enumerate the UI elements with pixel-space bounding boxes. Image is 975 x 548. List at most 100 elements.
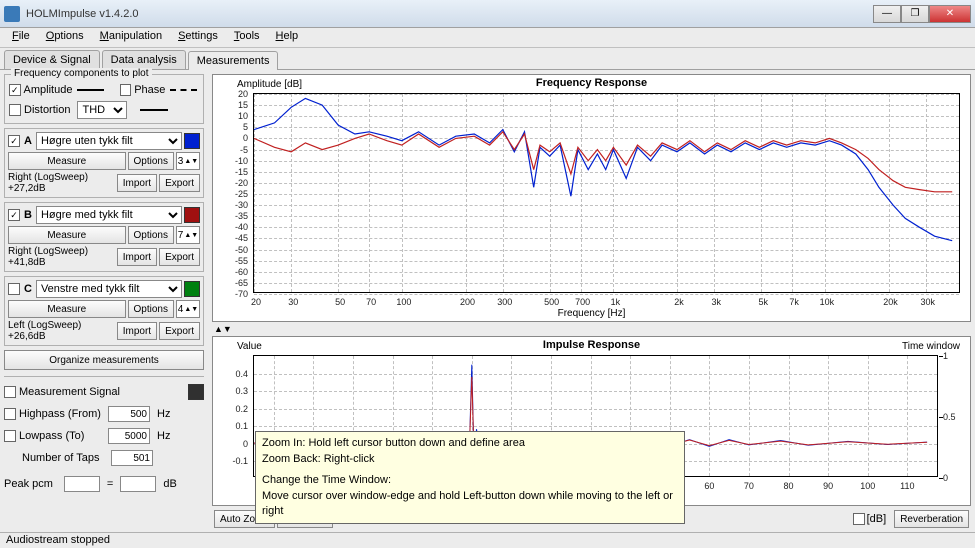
imp-ytick-right: 0.5	[943, 412, 956, 422]
freq-ytick: -25	[218, 189, 248, 199]
imp-xtick: 60	[697, 481, 721, 491]
meas-signal-checkbox[interactable]	[4, 386, 16, 398]
meas-C-info: Left (LogSweep) +26,6dB	[8, 320, 115, 342]
tab-data-analysis[interactable]: Data analysis	[102, 50, 186, 69]
freq-xtick: 7k	[782, 297, 806, 307]
meas-B-name-select[interactable]: Høgre med tykk filt	[36, 206, 182, 224]
menu-help[interactable]: Help	[268, 28, 307, 47]
right-panel: Frequency Response Amplitude [dB] -70-65…	[208, 70, 975, 532]
organize-button[interactable]: Organize measurements	[4, 350, 204, 370]
tab-measurements[interactable]: Measurements	[188, 51, 279, 70]
highpass-unit: Hz	[157, 408, 170, 420]
menu-options[interactable]: Options	[38, 28, 92, 47]
imp-ytick: 0.4	[222, 369, 248, 379]
meas-B-color[interactable]	[184, 207, 200, 223]
lowpass-checkbox[interactable]	[4, 430, 16, 442]
meas-C-measure-button[interactable]: Measure	[8, 300, 126, 318]
meas-C-options-button[interactable]: Options	[128, 300, 174, 318]
freq-ytick: -5	[218, 145, 248, 155]
measurement-b-block: BHøgre med tykk filtMeasureOptions7▲▼Rig…	[4, 202, 204, 272]
distortion-select[interactable]: THD	[77, 101, 127, 119]
phase-checkbox[interactable]	[120, 84, 132, 96]
imp-xtick: 110	[895, 481, 919, 491]
tooltip-line: Move cursor over window-edge and hold Le…	[262, 489, 678, 520]
freq-xtick: 1k	[603, 297, 627, 307]
reverberation-button[interactable]: Reverberation	[894, 510, 969, 528]
highpass-checkbox[interactable]	[4, 408, 16, 420]
peak-db-input[interactable]	[120, 476, 156, 492]
imp-chart-ylabel-right: Time window	[902, 341, 960, 352]
freq-xtick: 2k	[667, 297, 691, 307]
status-bar: Audiostream stopped	[0, 532, 975, 548]
meas-signal-color	[188, 384, 204, 400]
meas-A-export-button[interactable]: Export	[159, 174, 200, 192]
meas-A-count[interactable]: 3▲▼	[176, 152, 200, 170]
menu-file[interactable]: File	[4, 28, 38, 47]
meas-A-color[interactable]	[184, 133, 200, 149]
freq-xtick: 20	[244, 297, 268, 307]
close-button[interactable]: ✕	[929, 5, 971, 23]
imp-ytick: 0.2	[222, 404, 248, 414]
meas-C-import-button[interactable]: Import	[117, 322, 157, 340]
freq-xtick: 700	[571, 297, 595, 307]
meas-C-color[interactable]	[184, 281, 200, 297]
tooltip-line: Zoom Back: Right-click	[262, 452, 678, 467]
freq-xtick: 30	[281, 297, 305, 307]
imp-xtick: 80	[777, 481, 801, 491]
splitter-icon[interactable]: ▲▼	[214, 324, 232, 334]
meas-B-checkbox[interactable]	[8, 209, 20, 221]
meas-A-key: A	[24, 135, 32, 147]
imp-xtick: 100	[856, 481, 880, 491]
meas-B-options-button[interactable]: Options	[128, 226, 174, 244]
group-legend: Frequency components to plot	[11, 68, 152, 79]
peak-pcm-input[interactable]	[64, 476, 100, 492]
freq-ytick: -40	[218, 222, 248, 232]
meas-C-count[interactable]: 4▲▼	[176, 300, 200, 318]
freq-ytick: -60	[218, 267, 248, 277]
meas-A-checkbox[interactable]	[8, 135, 20, 147]
meas-C-export-button[interactable]: Export	[159, 322, 200, 340]
lowpass-input[interactable]	[108, 428, 150, 444]
frequency-response-chart[interactable]: Frequency Response Amplitude [dB] -70-65…	[212, 74, 971, 322]
freq-components-group: Frequency components to plot Amplitude P…	[4, 74, 204, 124]
meas-A-info: Right (LogSweep) +27,2dB	[8, 172, 115, 194]
meas-A-options-button[interactable]: Options	[128, 152, 174, 170]
db-label: [dB]	[867, 513, 887, 525]
meas-A-measure-button[interactable]: Measure	[8, 152, 126, 170]
freq-xtick: 20k	[879, 297, 903, 307]
imp-ytick: 0	[222, 439, 248, 449]
meas-C-checkbox[interactable]	[8, 283, 20, 295]
imp-xtick: 70	[737, 481, 761, 491]
imp-chart-ylabel: Value	[237, 341, 262, 352]
highpass-input[interactable]	[108, 406, 150, 422]
menu-manipulation[interactable]: Manipulation	[92, 28, 170, 47]
meas-A-name-select[interactable]: Høgre uten tykk filt	[36, 132, 182, 150]
taps-input[interactable]	[111, 450, 153, 466]
freq-ytick: -15	[218, 167, 248, 177]
minimize-button[interactable]: —	[873, 5, 901, 23]
distortion-checkbox[interactable]	[9, 104, 21, 116]
meas-B-measure-button[interactable]: Measure	[8, 226, 126, 244]
meas-A-import-button[interactable]: Import	[117, 174, 157, 192]
meas-B-import-button[interactable]: Import	[117, 248, 157, 266]
tab-device-signal[interactable]: Device & Signal	[4, 50, 100, 69]
freq-xtick: 100	[392, 297, 416, 307]
meas-B-export-button[interactable]: Export	[159, 248, 200, 266]
db-checkbox[interactable]	[853, 513, 865, 525]
impulse-response-chart[interactable]: Impulse Response Value Time window -0.10…	[212, 336, 971, 506]
freq-xtick: 500	[540, 297, 564, 307]
freq-xtick: 3k	[704, 297, 728, 307]
menu-settings[interactable]: Settings	[170, 28, 226, 47]
distortion-line-sample	[140, 109, 168, 111]
maximize-button[interactable]: ❐	[901, 5, 929, 23]
freq-ytick: -65	[218, 278, 248, 288]
amplitude-line-sample	[77, 89, 104, 91]
freq-chart-xlabel: Frequency [Hz]	[213, 308, 970, 319]
amplitude-checkbox[interactable]	[9, 84, 21, 96]
freq-ytick: -55	[218, 256, 248, 266]
meas-C-name-select[interactable]: Venstre med tykk filt	[36, 280, 182, 298]
menu-tools[interactable]: Tools	[226, 28, 268, 47]
freq-ytick: 10	[218, 111, 248, 121]
measurement-c-block: CVenstre med tykk filtMeasureOptions4▲▼L…	[4, 276, 204, 346]
meas-B-count[interactable]: 7▲▼	[176, 226, 200, 244]
